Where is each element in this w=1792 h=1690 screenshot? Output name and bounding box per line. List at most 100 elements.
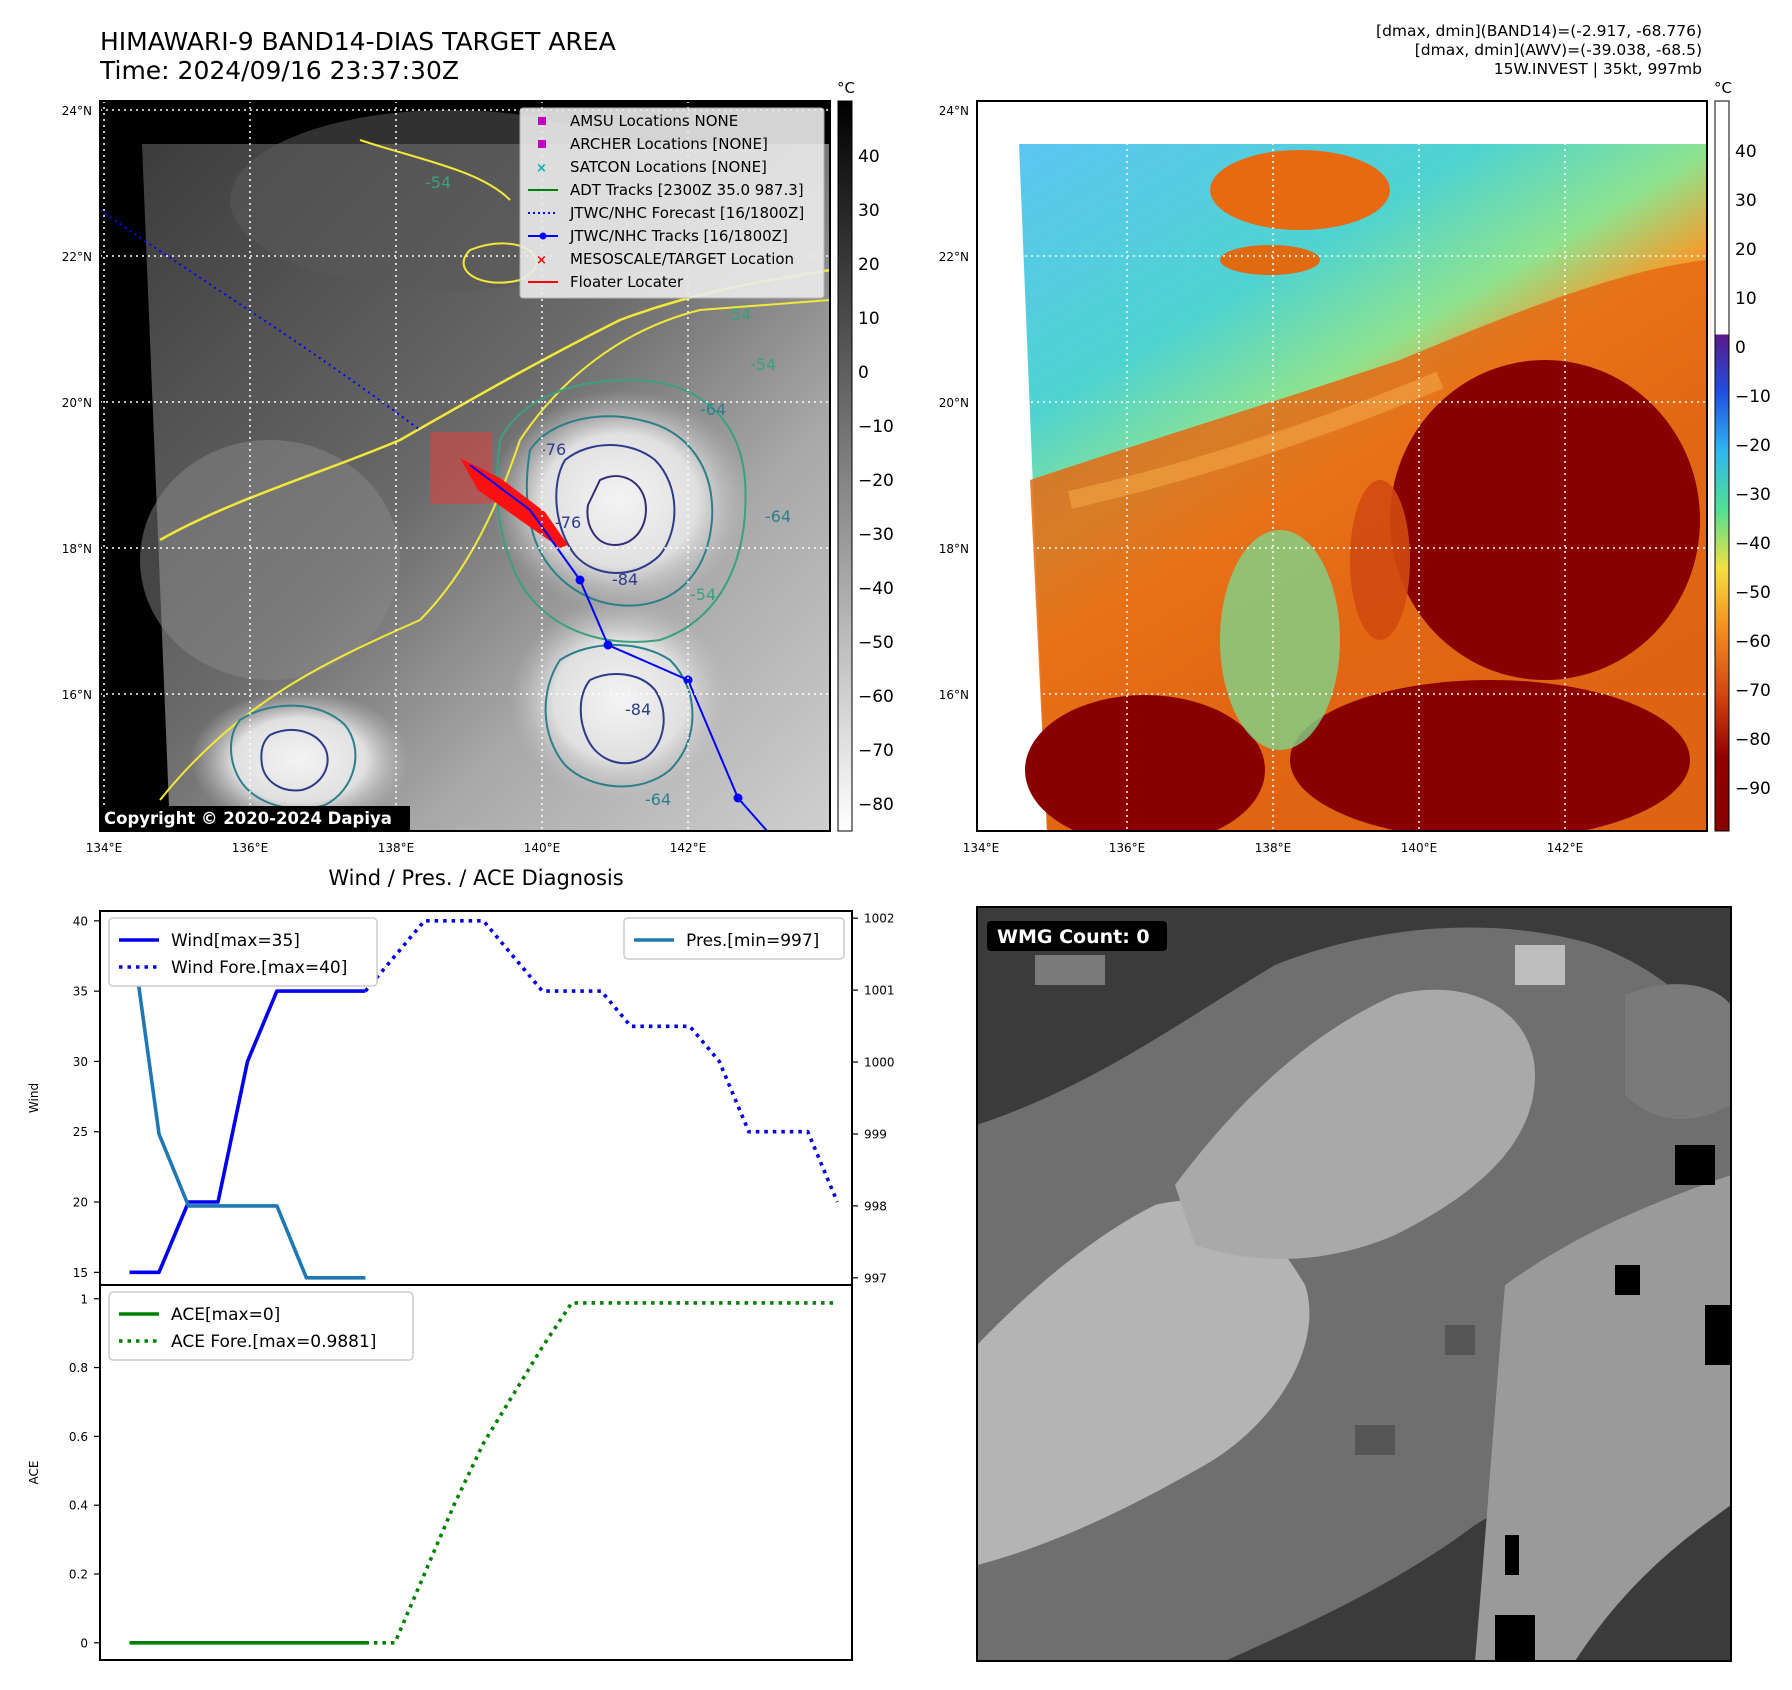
lon-label: 138°E: [1255, 841, 1292, 855]
ir-colorbar-tick: −70: [858, 741, 894, 761]
awv-storm-core: [1390, 360, 1700, 680]
lon-label: 142°E: [1547, 841, 1584, 855]
awv-colorbar-tick: 0: [1735, 338, 1746, 358]
legend-marker-x: ×: [536, 161, 547, 176]
ir-frame: [99, 100, 831, 832]
y-tick-label: 0.2: [69, 1567, 88, 1581]
y2-tick-label: 1001: [864, 984, 895, 998]
contour-label: -64: [700, 400, 726, 419]
legend-box: [108, 917, 378, 987]
ir-colorbar-tick: −40: [858, 579, 894, 599]
lat-label: 18°N: [939, 542, 969, 556]
series-line-wind-fore: [364, 918, 839, 1203]
contour-navy: [260, 728, 329, 792]
ir-colorbar-tick: −80: [858, 795, 894, 815]
legend-marker-square: [538, 140, 546, 148]
lon-label: 142°E: [670, 841, 707, 855]
contour-yellow: [159, 299, 830, 801]
awv-colorbar-tick: −70: [1735, 681, 1771, 701]
lon-label: 138°E: [378, 841, 415, 855]
y-tick-label: 40: [73, 914, 88, 928]
awv-colorbar-tick: 10: [1735, 289, 1757, 309]
info-block: [dmax, dmin](BAND14)=(-2.917, -68.776) […: [1376, 22, 1702, 79]
lat-label: 20°N: [62, 396, 92, 410]
ace-chart: 0 0.2 0.4 0.6 0.8 1 ACE ACE[max=0] ACE Fore.[max…: [27, 1284, 853, 1661]
awv-panel: 24°N 22°N 20°N 18°N 16°N 134°E 136°E 138…: [939, 79, 1771, 855]
lon-label: 140°E: [524, 841, 561, 855]
legend-label: Wind Fore.[max=40]: [171, 958, 347, 978]
legend-entry: MESOSCALE/TARGET Location: [570, 250, 794, 268]
info-line-2: [dmax, dmin](AWV)=(-39.038, -68.5): [1414, 41, 1702, 59]
lat-label: 18°N: [62, 542, 92, 556]
lat-label: 16°N: [939, 688, 969, 702]
y-tick-label: 15: [73, 1266, 88, 1280]
y-axis-label: Wind: [27, 1083, 41, 1113]
lon-label: 136°E: [1109, 841, 1146, 855]
y-tick-label: 20: [73, 1196, 88, 1210]
legend-entry: ADT Tracks [2300Z 35.0 987.3]: [570, 181, 804, 199]
legend-label: ACE[max=0]: [171, 1305, 280, 1325]
legend-entry: JTWC/NHC Tracks [16/1800Z]: [569, 227, 788, 245]
awv-colorbar-tick: −50: [1735, 583, 1771, 603]
y-tick-label: 35: [73, 985, 88, 999]
track-point: [575, 575, 585, 585]
y2-tick-label: 999: [864, 1127, 887, 1141]
legend-box: [108, 1291, 414, 1361]
y2-tick-label: 1000: [864, 1056, 895, 1070]
diagnosis-title: Wind / Pres. / ACE Diagnosis: [328, 866, 624, 890]
info-line-1: [dmax, dmin](BAND14)=(-2.917, -68.776): [1376, 22, 1702, 40]
awv-colorbar-tick: −10: [1735, 387, 1771, 407]
contour-label: -84: [612, 570, 638, 589]
awv-colorbar-tick: −20: [1735, 436, 1771, 456]
awv-colorbar-unit: °C: [1714, 79, 1732, 97]
contour-label: -54: [690, 585, 716, 604]
ir-colorbar-tick: 40: [858, 147, 880, 167]
awv-colorbar-tick: −80: [1735, 730, 1771, 750]
awv-colorbar-tick: −40: [1735, 534, 1771, 554]
contour-label: -54: [725, 305, 751, 324]
y-axis-label: ACE: [27, 1461, 41, 1485]
lat-label: 24°N: [62, 104, 92, 118]
ir-colorbar-tick: 0: [858, 363, 869, 383]
contour-teal: [544, 644, 694, 788]
series-line-pres: [127, 917, 366, 1280]
copyright-badge: [100, 806, 410, 830]
track-point: [683, 675, 693, 685]
ir-colorbar-tick: −20: [858, 471, 894, 491]
y-tick-label: 1: [80, 1292, 88, 1306]
contour-green: [496, 378, 747, 643]
lat-label: 22°N: [939, 250, 969, 264]
y2-tick-label: 1002: [864, 912, 895, 926]
legend-marker-square: [538, 117, 546, 125]
ir-colorbar-tick: −30: [858, 525, 894, 545]
awv-colorbar-tick: 30: [1735, 191, 1757, 211]
y-tick-label: 30: [73, 1055, 88, 1069]
wmg-count-badge: [987, 921, 1167, 951]
legend-entry: ARCHER Locations [NONE]: [570, 135, 768, 153]
info-line-3: 15W.INVEST | 35kt, 997mb: [1493, 60, 1702, 78]
ir-colorbar-tick: 10: [858, 309, 880, 329]
contour-navy: [579, 673, 665, 765]
awv-colorbar-tick: 20: [1735, 240, 1757, 260]
lat-label: 20°N: [939, 396, 969, 410]
wmg-frame: [976, 906, 1732, 1662]
wmg-count-text: WMG Count: 0: [997, 926, 1150, 948]
lat-label: 16°N: [62, 688, 92, 702]
legend-marker-x: ×: [536, 253, 547, 268]
contour-label: -54: [425, 173, 451, 192]
figure-title: HIMAWARI-9 BAND14-DIAS TARGET AREA Time:…: [100, 27, 616, 85]
y-tick-label: 0.8: [69, 1361, 88, 1375]
lat-label: 24°N: [939, 104, 969, 118]
ir-colorbar-tick: 20: [858, 255, 880, 275]
legend-label: Pres.[min=997]: [686, 931, 819, 951]
series-line-ace-fore: [365, 1301, 838, 1645]
contour-teal: [525, 415, 714, 607]
contour-yellow: [359, 139, 511, 201]
title-line-2: Time: 2024/09/16 23:37:30Z: [100, 56, 459, 85]
legend-entry: JTWC/NHC Forecast [16/1800Z]: [569, 204, 804, 222]
awv-colorbar-tick: −90: [1735, 779, 1771, 799]
contour-label: -64: [765, 507, 791, 526]
contour-label: -64: [645, 790, 671, 809]
track-point: [733, 793, 743, 803]
lat-label: 22°N: [62, 250, 92, 264]
